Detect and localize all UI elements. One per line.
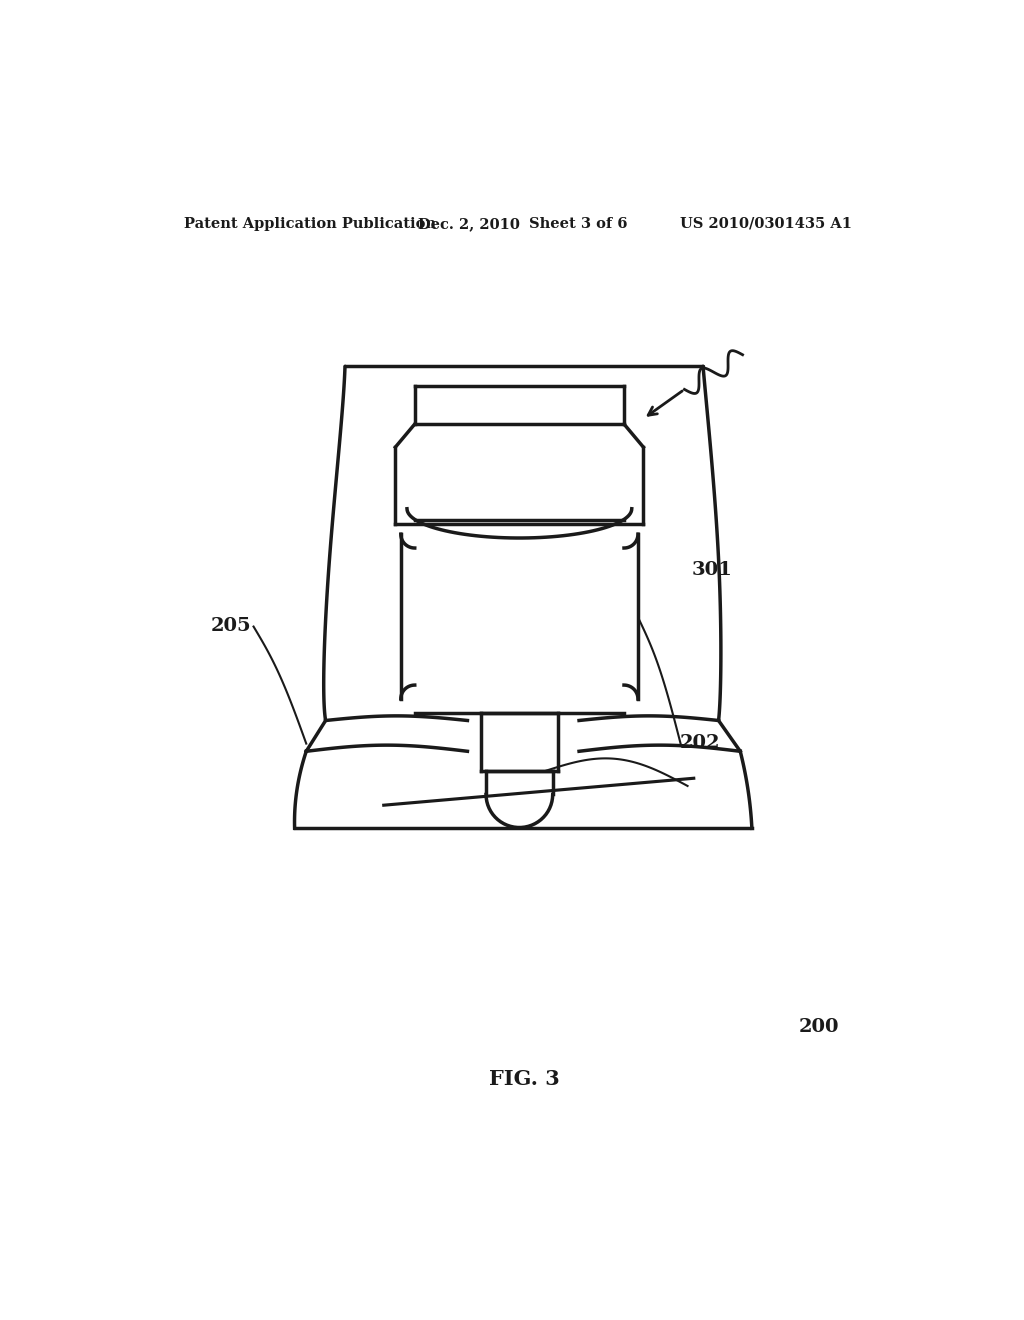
Text: 301: 301 [691,561,732,579]
Text: Patent Application Publication: Patent Application Publication [183,216,435,231]
Text: Sheet 3 of 6: Sheet 3 of 6 [528,216,628,231]
Text: 200: 200 [799,1019,839,1036]
Text: US 2010/0301435 A1: US 2010/0301435 A1 [680,216,852,231]
Text: FIG. 3: FIG. 3 [489,1069,560,1089]
Text: Dec. 2, 2010: Dec. 2, 2010 [418,216,519,231]
Text: 205: 205 [210,616,251,635]
Text: 202: 202 [680,734,720,752]
